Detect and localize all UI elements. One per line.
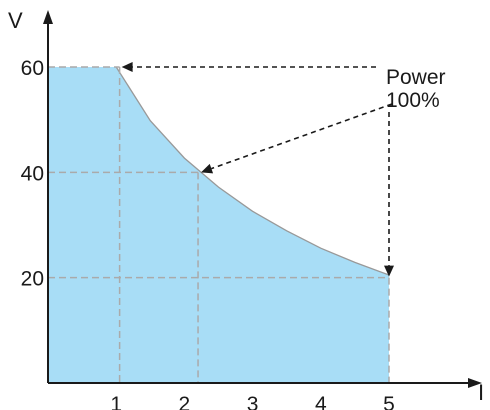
y-tick-label: 20 (21, 268, 44, 291)
x-tick-label: 3 (247, 393, 259, 410)
x-tick-label: 5 (383, 393, 395, 410)
y-tick-labels: 20 40 60 (21, 57, 44, 291)
x-axis-label: I (478, 380, 484, 405)
arrow-to-60v (121, 62, 376, 72)
annotation-line-1: Power (386, 66, 446, 89)
x-tick-label: 2 (179, 393, 191, 410)
reference-grid (48, 66, 390, 383)
x-tick-label: 1 (110, 393, 122, 410)
axes (43, 10, 482, 388)
annotation-arrows (121, 62, 394, 277)
x-axis-arrowhead (468, 378, 482, 388)
power-curve (115, 66, 390, 276)
arrow-to-40v (201, 103, 393, 174)
y-axis-label: V (8, 8, 23, 33)
operating-area (48, 67, 389, 383)
y-tick-label: 40 (21, 162, 44, 185)
arrow-to-20v (384, 112, 394, 277)
x-tick-label: 4 (315, 393, 327, 410)
y-axis-arrowhead (43, 10, 53, 24)
plot-area: 1 2 3 4 5 20 40 60 I V Power 100% (8, 8, 484, 410)
x-tick-labels: 1 2 3 4 5 (110, 393, 394, 410)
annotation-line-2: 100% (386, 89, 440, 112)
y-tick-label: 60 (21, 57, 44, 80)
